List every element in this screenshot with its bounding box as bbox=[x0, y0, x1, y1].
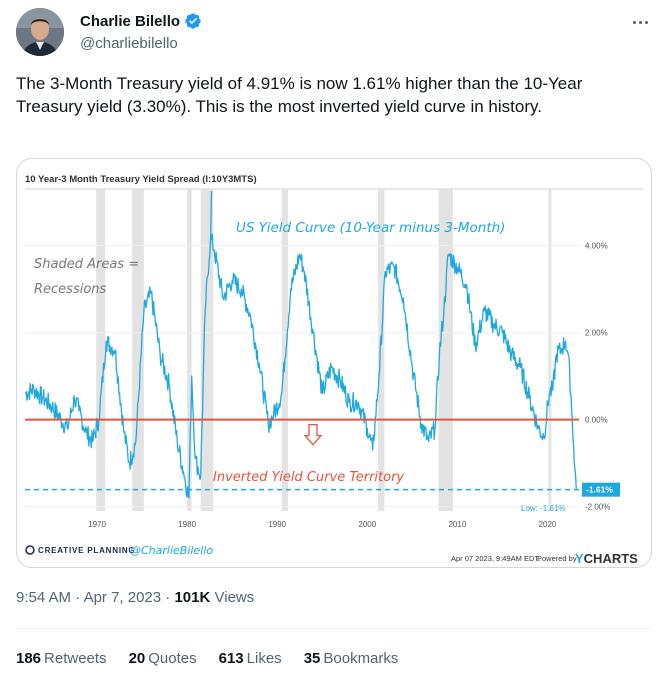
annotation-shaded-line2: Recessions bbox=[34, 282, 107, 297]
grid-lines bbox=[25, 245, 579, 508]
x-tick-label: 1980 bbox=[178, 520, 196, 529]
recession-band bbox=[378, 189, 385, 511]
creative-planning-wordmark: CREATIVE PLANNING bbox=[38, 546, 135, 555]
recession-band bbox=[438, 189, 453, 511]
divider bbox=[16, 628, 652, 629]
author-handle[interactable]: @charliebilello bbox=[80, 35, 178, 52]
engagement-stats: 186 Retweets 20 Quotes 613 Likes 35 Bookmark… bbox=[16, 650, 398, 667]
more-options-icon[interactable] bbox=[628, 12, 652, 32]
recession-band bbox=[281, 189, 289, 511]
recession-band bbox=[548, 189, 552, 511]
y-tick-label: 4.00% bbox=[585, 242, 608, 251]
creative-planning-logo-icon bbox=[25, 545, 35, 555]
yield-spread-chart: 10 Year-3 Month Treasury Yield Spread (I… bbox=[24, 174, 643, 566]
recession-shading bbox=[96, 189, 552, 511]
annotation-main: US Yield Curve (10-Year minus 3-Month) bbox=[236, 220, 505, 236]
chart-timestamp: Apr 07 2023, 9:49AM EDT. bbox=[451, 554, 540, 563]
recession-band bbox=[132, 189, 144, 511]
x-tick-label: 2010 bbox=[448, 520, 466, 529]
tweet-time[interactable]: 9:54 AM bbox=[16, 589, 72, 606]
verified-badge-icon bbox=[184, 12, 202, 30]
chart-title: 10 Year-3 Month Treasury Yield Spread (I… bbox=[25, 174, 257, 185]
x-tick-label: 2000 bbox=[358, 520, 376, 529]
recession-band bbox=[187, 189, 192, 511]
powered-by-text: Powered by bbox=[537, 554, 577, 563]
meta-separator: · bbox=[165, 589, 171, 606]
x-tick-label: 1990 bbox=[268, 520, 286, 529]
views-label: Views bbox=[214, 589, 255, 606]
views-count: 101K bbox=[174, 589, 211, 606]
series-spike bbox=[209, 191, 213, 246]
retweets-stat[interactable]: 186 Retweets bbox=[16, 650, 107, 667]
recession-band bbox=[200, 189, 214, 511]
tweet-date[interactable]: Apr 7, 2023 bbox=[83, 589, 162, 606]
tweet-text: The 3-Month Treasury yield of 4.91% is n… bbox=[16, 74, 583, 116]
y-tick-label: 2.00% bbox=[585, 329, 608, 338]
last-value-badge bbox=[582, 482, 620, 497]
author-name[interactable]: Charlie Bilello bbox=[80, 12, 181, 30]
recession-band bbox=[96, 189, 106, 511]
axis-tick-labels: 4.00% 2.00% 0.00% -2.00% 1970 1980 1990 2000 201… bbox=[88, 242, 610, 529]
series-line bbox=[24, 233, 577, 499]
quotes-stat[interactable]: 20 Quotes bbox=[128, 650, 197, 667]
low-label: Low: -1.61% bbox=[521, 504, 565, 513]
down-arrow-icon bbox=[303, 423, 323, 446]
tweet-meta: 9:54 AM · Apr 7, 2023 · 101K Views bbox=[16, 589, 254, 606]
down-arrow-shape bbox=[303, 423, 323, 446]
y-tick-label: 0.00% bbox=[585, 416, 608, 425]
tweet-image-chart[interactable]: 10 Year-3 Month Treasury Yield Spread (I… bbox=[16, 158, 652, 568]
x-tick-label: 1970 bbox=[88, 520, 106, 529]
likes-stat[interactable]: 613 Likes bbox=[218, 650, 282, 667]
series-layer bbox=[24, 191, 577, 499]
last-value-label: -1.61% bbox=[586, 485, 613, 495]
ycharts-logo: YCHARTS bbox=[575, 551, 638, 566]
chart-attribution-handle: @CharlieBilello bbox=[130, 544, 213, 557]
bookmarks-stat[interactable]: 35 Bookmarks bbox=[303, 650, 399, 667]
x-tick-label: 2020 bbox=[539, 520, 557, 529]
tweet-header: Charlie Bilello @charliebilello bbox=[16, 4, 656, 60]
avatar[interactable] bbox=[16, 8, 64, 56]
annotation-shaded-line1: Shaded Areas = bbox=[34, 257, 139, 272]
annotation-inverted: Inverted Yield Curve Territory bbox=[213, 470, 404, 485]
y-tick-label: -2.00% bbox=[585, 503, 610, 512]
meta-separator: · bbox=[75, 589, 81, 606]
last-value-badge-layer: -1.61% bbox=[582, 482, 620, 497]
